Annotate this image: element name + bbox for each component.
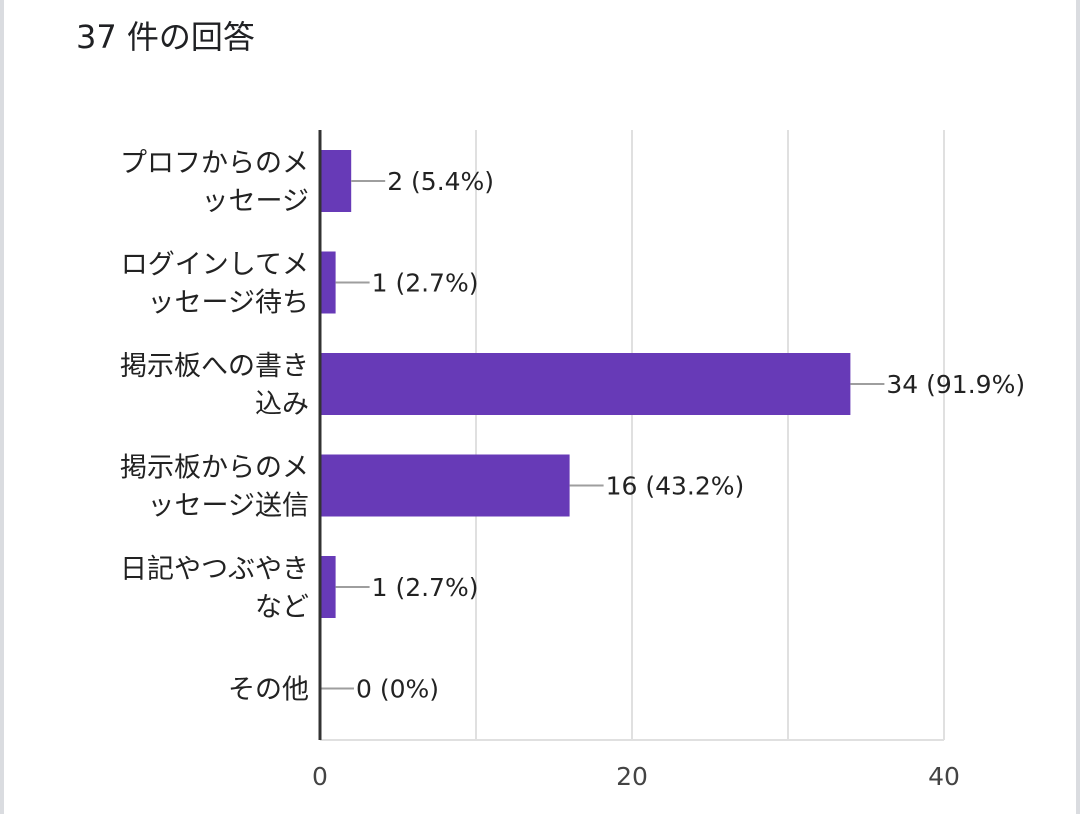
category-label: ッセージ待ち bbox=[148, 288, 309, 319]
category-label: 掲示板への書き bbox=[120, 351, 309, 382]
response-count: 37 件の回答 bbox=[76, 18, 255, 56]
x-tick-label: 0 bbox=[312, 762, 328, 791]
bar bbox=[320, 150, 352, 212]
bar bbox=[320, 353, 851, 415]
category-label: など bbox=[255, 592, 309, 623]
category-label: ッセージ送信 bbox=[148, 491, 309, 522]
category-label: ログインしてメ bbox=[121, 250, 309, 281]
data-label: 1 (2.7%) bbox=[372, 573, 479, 602]
bar bbox=[320, 556, 336, 618]
category-label: ッセージ bbox=[202, 186, 309, 217]
bar bbox=[320, 454, 570, 517]
left-frame-border bbox=[0, 0, 4, 814]
data-label: 16 (43.2%) bbox=[606, 472, 745, 501]
data-label: 1 (2.7%) bbox=[372, 269, 479, 298]
category-label: 掲示板からのメ bbox=[120, 453, 309, 484]
right-frame-border bbox=[1076, 0, 1080, 814]
x-tick-label: 40 bbox=[928, 762, 960, 791]
data-label: 0 (0%) bbox=[356, 675, 439, 704]
data-label: 2 (5.4%) bbox=[387, 167, 494, 196]
category-label: プロフからのメ bbox=[120, 148, 309, 179]
category-label: 日記やつぶやき bbox=[120, 554, 309, 585]
bar bbox=[320, 251, 336, 314]
category-label: 込み bbox=[255, 389, 309, 420]
x-tick-label: 20 bbox=[616, 762, 648, 791]
category-label: その他 bbox=[228, 675, 309, 706]
data-label: 34 (91.9%) bbox=[886, 370, 1025, 399]
